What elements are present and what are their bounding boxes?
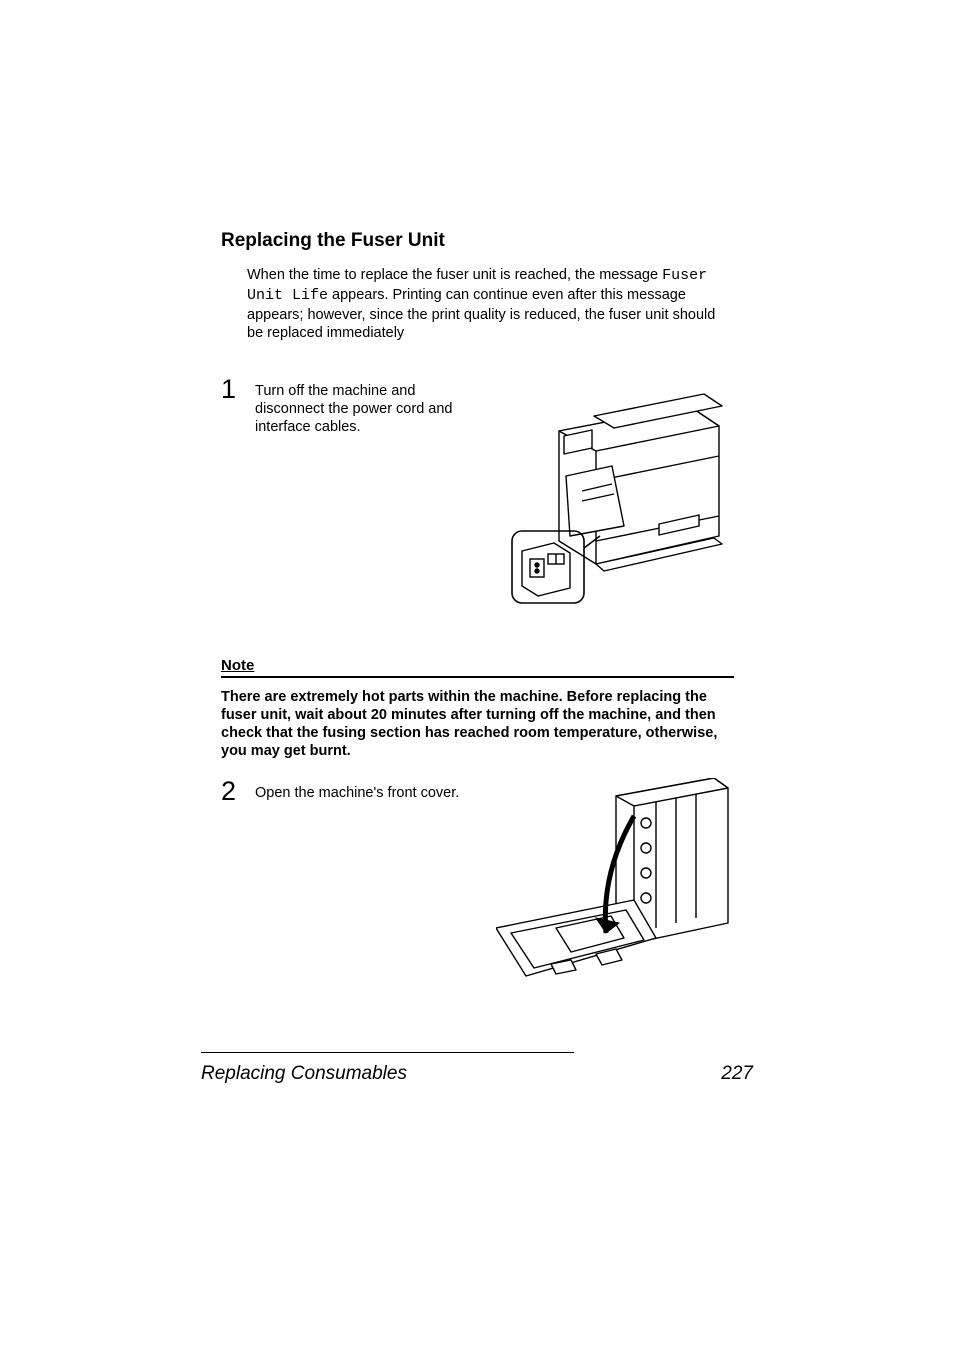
step-text: Turn off the machine and disconnect the … bbox=[255, 376, 485, 436]
note-block: Note There are extremely hot parts withi… bbox=[221, 657, 734, 761]
footer-section-title: Replacing Consumables bbox=[201, 1063, 407, 1085]
step-number: 1 bbox=[221, 376, 247, 403]
footer-rule bbox=[201, 1052, 574, 1053]
footer-page-number: 227 bbox=[721, 1063, 753, 1085]
section-heading: Replacing the Fuser Unit bbox=[221, 230, 734, 252]
printer-illustration bbox=[504, 376, 734, 621]
step-1: 1 Turn off the machine and disconnect th… bbox=[221, 376, 734, 621]
footer-row: Replacing Consumables 227 bbox=[201, 1063, 753, 1085]
step-1-figure bbox=[504, 376, 734, 621]
intro-text-1: When the time to replace the fuser unit … bbox=[247, 267, 662, 283]
step-number: 2 bbox=[221, 778, 247, 805]
step-2-figure bbox=[496, 778, 734, 1003]
step-text: Open the machine's front cover. bbox=[255, 778, 485, 802]
page-footer: Replacing Consumables 227 bbox=[201, 1052, 753, 1085]
note-rule: Note bbox=[221, 657, 734, 678]
note-title: Note bbox=[221, 657, 254, 674]
printer-open-cover-illustration bbox=[496, 778, 734, 1003]
page-content: Replacing the Fuser Unit When the time t… bbox=[221, 230, 734, 1013]
intro-paragraph: When the time to replace the fuser unit … bbox=[247, 266, 734, 342]
step-2: 2 Open the machine's front cover. bbox=[221, 778, 734, 1003]
note-text: There are extremely hot parts within the… bbox=[221, 688, 734, 761]
